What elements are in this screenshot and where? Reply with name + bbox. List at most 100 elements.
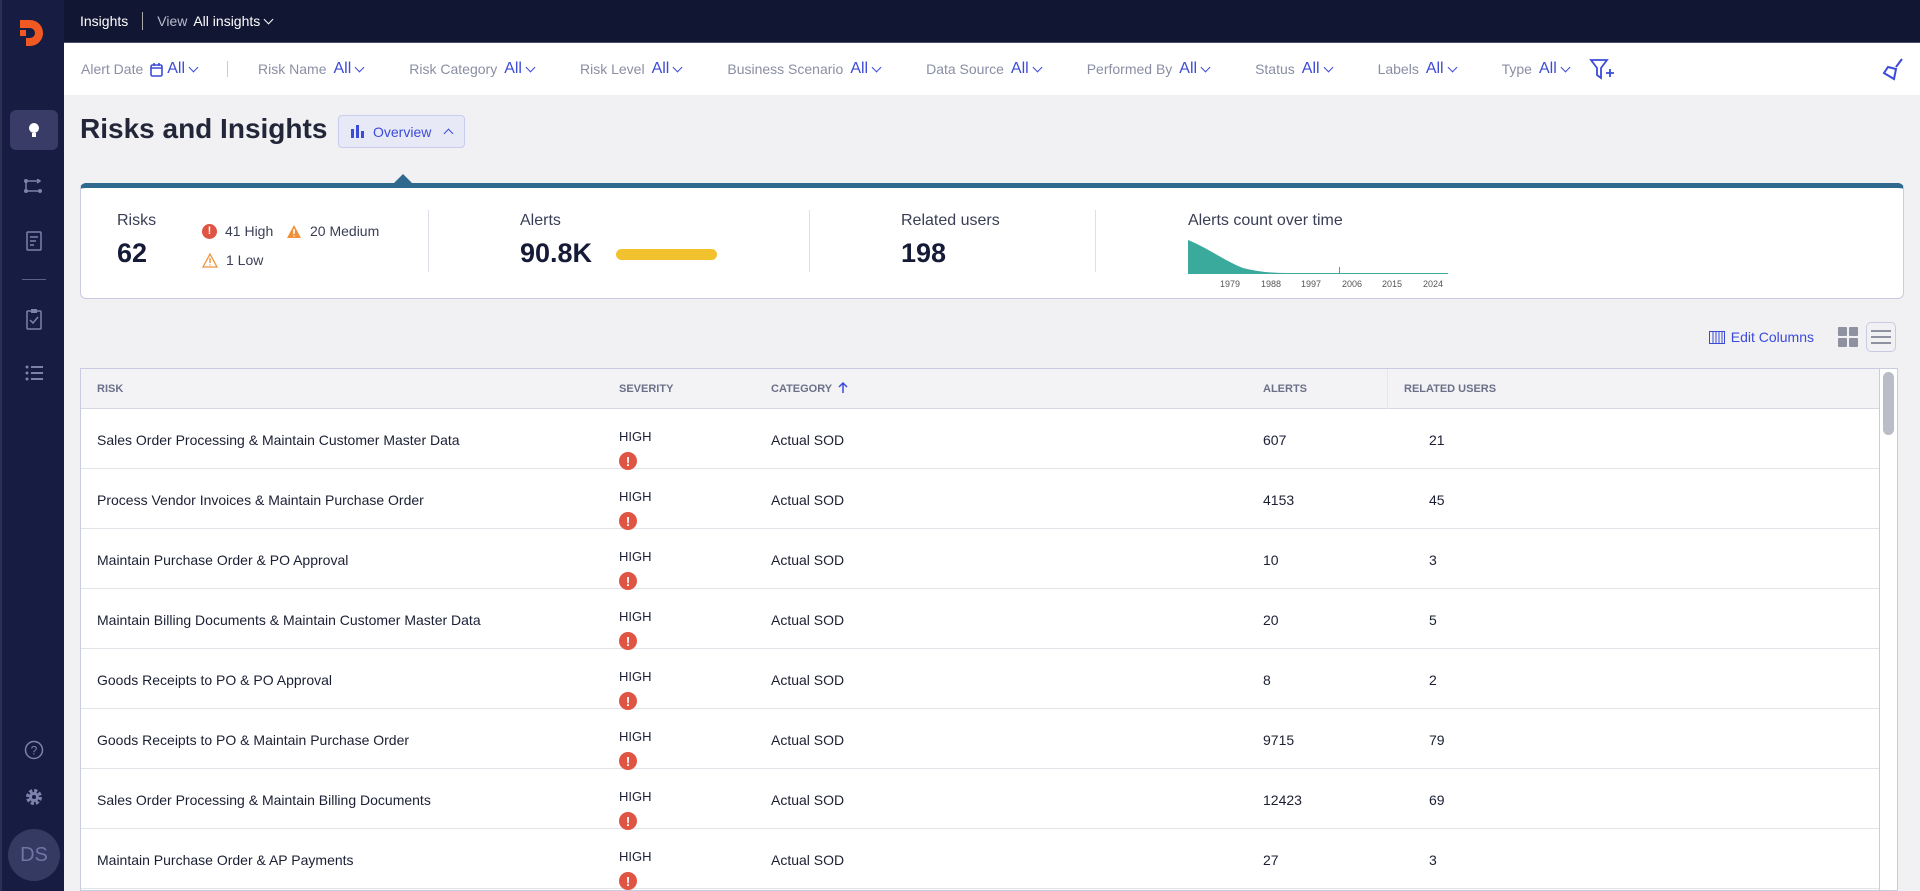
table-scrollbar[interactable] bbox=[1880, 368, 1898, 891]
chart-tick: 1997 bbox=[1301, 279, 1321, 289]
high-count-label: 41 High bbox=[225, 223, 274, 239]
columns-icon bbox=[1708, 330, 1725, 344]
related-users-count: 3 bbox=[1429, 552, 1437, 568]
sort-ascending-icon[interactable] bbox=[838, 382, 848, 394]
column-header-alerts[interactable]: ALERTS bbox=[1263, 383, 1307, 395]
table-row[interactable]: Sales Order Processing & Maintain Custom… bbox=[81, 409, 1879, 470]
divider bbox=[1095, 210, 1096, 272]
nav-workflows[interactable] bbox=[10, 166, 58, 206]
scrollbar-thumb[interactable] bbox=[1883, 372, 1894, 435]
filter-label: Status bbox=[1255, 61, 1295, 77]
list-view-button[interactable] bbox=[1866, 322, 1896, 352]
high-count: ! 41 High bbox=[202, 223, 273, 239]
high-severity-icon: ! bbox=[619, 572, 637, 590]
clear-filters-brush-icon[interactable] bbox=[1882, 57, 1904, 81]
overview-summary-card: Risks 62 ! 41 High 20 Medium 1 Low Alerts 9… bbox=[80, 183, 1904, 299]
overview-toggle-button[interactable]: Overview bbox=[338, 115, 466, 148]
overview-pointer bbox=[393, 174, 413, 184]
chevron-down-icon bbox=[1447, 62, 1458, 72]
risks-table: RISK SEVERITY CATEGORY ALERTS RELATED US… bbox=[80, 368, 1880, 891]
table-body: Sales Order Processing & Maintain Custom… bbox=[81, 409, 1879, 890]
filter-alert-date[interactable]: Alert Date All bbox=[81, 60, 199, 78]
column-header-risk[interactable]: RISK bbox=[97, 383, 124, 395]
alerts-count: 12423 bbox=[1263, 792, 1302, 808]
top-bar: Insights View All insights bbox=[64, 0, 1920, 43]
low-count: 1 Low bbox=[202, 252, 263, 268]
overview-label: Overview bbox=[373, 123, 432, 140]
chevron-down-icon bbox=[354, 62, 365, 72]
view-selector[interactable]: All insights bbox=[193, 13, 274, 29]
table-row[interactable]: Goods Receipts to PO & Maintain Purchase… bbox=[81, 709, 1879, 770]
alerts-value: 90.8K bbox=[520, 238, 593, 268]
chevron-down-icon bbox=[525, 62, 536, 72]
document-icon bbox=[26, 231, 42, 251]
column-header-severity[interactable]: SEVERITY bbox=[619, 383, 674, 395]
risk-name[interactable]: Sales Order Processing & Maintain Custom… bbox=[97, 432, 460, 448]
risk-name[interactable]: Maintain Billing Documents & Maintain Cu… bbox=[97, 612, 481, 628]
nav-reports[interactable] bbox=[10, 221, 58, 261]
filter-status[interactable]: Status All bbox=[1255, 60, 1334, 78]
section-title: Insights bbox=[80, 13, 129, 29]
risks-label: Risks bbox=[117, 212, 157, 229]
risk-name[interactable]: Sales Order Processing & Maintain Billin… bbox=[97, 792, 431, 808]
severity-label: HIGH bbox=[619, 429, 652, 444]
filter-label: Risk Category bbox=[409, 61, 498, 77]
related-users-count: 69 bbox=[1429, 792, 1445, 808]
page-title: Risks and Insights bbox=[80, 113, 328, 144]
filter-labels[interactable]: Labels All bbox=[1378, 60, 1458, 78]
filter-performed-by[interactable]: Performed By All bbox=[1087, 60, 1211, 78]
help-button[interactable]: ? bbox=[10, 730, 58, 770]
related-users-count: 2 bbox=[1429, 672, 1437, 688]
category: Actual SOD bbox=[771, 552, 845, 568]
view-label: View bbox=[157, 13, 188, 29]
high-severity-icon: ! bbox=[619, 692, 637, 710]
table-row[interactable]: Sales Order Processing & Maintain Billin… bbox=[81, 769, 1879, 830]
settings-button[interactable] bbox=[10, 777, 58, 817]
table-row[interactable]: Process Vendor Invoices & Maintain Purch… bbox=[81, 469, 1879, 530]
chevron-down-icon bbox=[672, 62, 683, 72]
related-users-count: 21 bbox=[1429, 432, 1445, 448]
risk-name[interactable]: Goods Receipts to PO & Maintain Purchase… bbox=[97, 732, 410, 748]
risk-name[interactable]: Process Vendor Invoices & Maintain Purch… bbox=[97, 492, 424, 508]
calendar-icon bbox=[150, 62, 164, 77]
nav-lists[interactable] bbox=[10, 353, 58, 393]
filter-type[interactable]: Type All bbox=[1502, 60, 1571, 78]
filter-value: All bbox=[333, 60, 352, 77]
category: Actual SOD bbox=[771, 792, 845, 808]
nav-tasks[interactable] bbox=[10, 299, 58, 339]
chart-tick: 2015 bbox=[1382, 279, 1402, 289]
risk-name[interactable]: Maintain Purchase Order & PO Approval bbox=[97, 552, 349, 568]
severity-label: HIGH bbox=[619, 729, 652, 744]
column-header-related-users[interactable]: RELATED USERS bbox=[1404, 383, 1497, 395]
edit-columns-button[interactable]: Edit Columns bbox=[1708, 329, 1814, 345]
high-severity-icon: ! bbox=[619, 872, 637, 890]
risk-name[interactable]: Goods Receipts to PO & PO Approval bbox=[97, 672, 333, 688]
app-logo[interactable] bbox=[16, 16, 50, 50]
user-avatar[interactable]: DS bbox=[8, 829, 60, 881]
related-users-stat: Related users 198 bbox=[901, 212, 1000, 269]
grid-view-icon[interactable] bbox=[1838, 327, 1858, 347]
filter-risk-name[interactable]: Risk Name All bbox=[258, 60, 365, 78]
filter-value: All bbox=[1179, 60, 1198, 77]
table-row[interactable]: Maintain Purchase Order & AP Payments ! H… bbox=[81, 829, 1879, 890]
table-row[interactable]: Maintain Purchase Order & PO Approval ! H… bbox=[81, 529, 1879, 590]
filter-data-source[interactable]: Data Source All bbox=[926, 60, 1043, 78]
filter-risk-level[interactable]: Risk Level All bbox=[580, 60, 683, 78]
filter-risk-category[interactable]: Risk Category All bbox=[409, 60, 536, 78]
low-count-label: 1 Low bbox=[226, 252, 264, 268]
severity-badge: ! HIGH bbox=[619, 729, 652, 770]
help-icon: ? bbox=[24, 740, 44, 760]
table-row[interactable]: Maintain Billing Documents & Maintain Cu… bbox=[81, 589, 1879, 650]
related-users-count: 5 bbox=[1429, 612, 1437, 628]
table-row[interactable]: Goods Receipts to PO & PO Approval ! HIGH… bbox=[81, 649, 1879, 710]
filter-business-scenario[interactable]: Business Scenario All bbox=[727, 60, 882, 78]
nav-insights[interactable] bbox=[10, 110, 58, 150]
high-severity-icon: ! bbox=[619, 512, 637, 530]
risk-name[interactable]: Maintain Purchase Order & AP Payments bbox=[97, 852, 354, 868]
high-severity-icon: ! bbox=[202, 223, 217, 239]
divider bbox=[809, 210, 810, 272]
add-filter-icon[interactable] bbox=[1588, 58, 1615, 80]
alerts-count: 27 bbox=[1263, 852, 1279, 868]
filter-value: All bbox=[167, 60, 186, 77]
column-header-category[interactable]: CATEGORY bbox=[771, 383, 833, 395]
